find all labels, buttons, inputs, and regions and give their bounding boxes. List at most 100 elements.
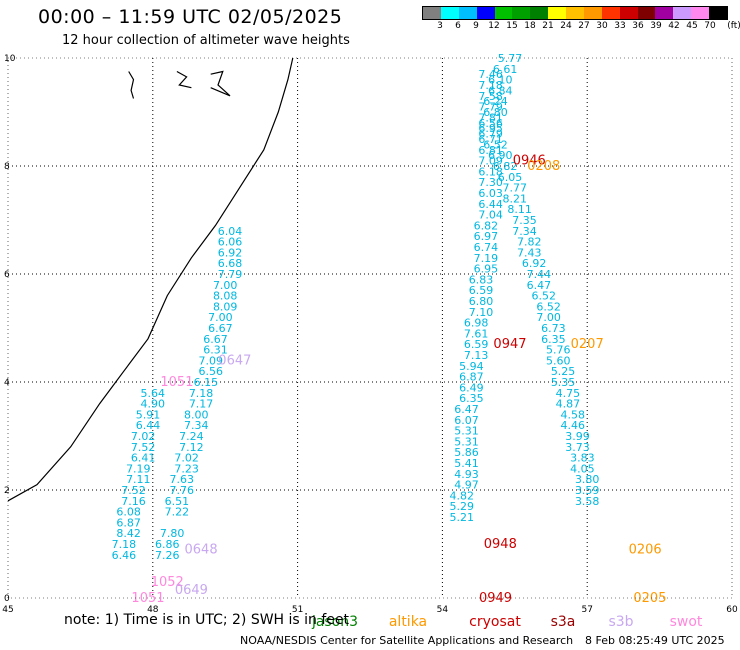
wave-height-value: 6.06 [218, 236, 243, 249]
wave-height-value: 7.61 [464, 327, 489, 340]
wave-height-value: 7.18 [189, 387, 214, 400]
wave-height-value: 7.76 [170, 484, 195, 497]
wave-height-value: 4.75 [556, 387, 581, 400]
wave-height-value: 7.10 [469, 306, 494, 319]
wave-height-value: 8.08 [213, 290, 238, 303]
wave-height-value: 7.79 [218, 268, 243, 281]
wave-height-value: 7.23 [174, 462, 199, 475]
pass-time-label: 0647 [218, 353, 251, 368]
wave-height-value: 7.00 [208, 311, 233, 324]
wave-height-value: 7.58 [478, 90, 503, 103]
wave-height-value: 6.79 [478, 128, 503, 141]
wave-height-value: 7.80 [160, 527, 185, 540]
wave-height-value: 6.80 [469, 295, 494, 308]
wave-height-value: 6.07 [454, 414, 479, 427]
wave-height-value: 7.22 [165, 506, 190, 519]
wave-height-value: 7.04 [478, 209, 503, 222]
y-tick-label: 2 [4, 486, 10, 496]
wave-height-value: 4.87 [556, 398, 581, 411]
wave-height-value: 7.09 [478, 155, 503, 168]
wave-height-value: 6.35 [459, 392, 484, 405]
pass-time-label: 0206 [629, 542, 662, 557]
wave-height-value: 5.77 [498, 52, 523, 65]
coastline [7, 57, 294, 502]
wave-height-value: 6.97 [474, 230, 499, 243]
wave-height-value: 5.31 [454, 435, 479, 448]
wave-height-value: 6.83 [469, 273, 494, 286]
color-scale-label: 3 [437, 21, 443, 31]
page-title: 00:00 – 11:59 UTC 02/05/2025 [38, 6, 343, 28]
wave-height-value: 7.52 [121, 484, 146, 497]
wave-height-value: 7.17 [189, 398, 214, 411]
x-tick-label: 54 [437, 605, 449, 615]
wave-height-value: 7.34 [184, 419, 209, 432]
wave-height-value: 6.98 [464, 317, 489, 330]
wave-height-value: 3.59 [575, 484, 600, 497]
wave-height-value: 6.81 [478, 144, 503, 157]
wave-height-value: 8.42 [116, 527, 141, 540]
wave-height-value: 6.04 [218, 225, 243, 238]
wave-height-value: 6.56 [198, 365, 223, 378]
island-outline [176, 70, 192, 89]
color-scale-swatch [548, 7, 566, 19]
wave-height-value: 6.82 [493, 160, 518, 173]
satellite-legend-altika: altika [389, 614, 427, 630]
wave-height-value: 5.21 [449, 511, 474, 524]
wave-height-value: 7.24 [179, 430, 204, 443]
wave-height-value: 7.30 [478, 176, 503, 189]
y-tick-label: 6 [4, 270, 10, 280]
pass-time-label: 0207 [571, 337, 604, 352]
wave-height-value: 7.81 [478, 111, 503, 124]
color-scale-swatch [619, 7, 638, 19]
color-scale-label: 36 [632, 21, 644, 31]
wave-height-value: 6.67 [203, 333, 228, 346]
wave-height-value: 6.95 [478, 122, 503, 135]
wave-height-value: 7.12 [179, 441, 204, 454]
wave-height-value: 7.77 [503, 182, 528, 195]
wave-height-value: 6.52 [483, 138, 508, 151]
wave-height-value: 7.79 [478, 101, 503, 114]
wave-height-value: 4.97 [454, 479, 479, 492]
wave-height-value: 6.71 [478, 133, 503, 146]
wave-height-value: 6.92 [218, 246, 243, 259]
wave-height-value: 6.51 [165, 495, 190, 508]
wave-height-value: 6.84 [488, 84, 513, 97]
wave-height-value: 6.35 [541, 333, 566, 346]
wave-height-value: 3.99 [565, 430, 590, 443]
wave-height-value: 7.35 [512, 214, 537, 227]
wave-height-value: 7.18 [478, 79, 503, 92]
wave-height-value: 6.31 [203, 344, 228, 357]
wave-height-value: 6.05 [498, 171, 523, 184]
wave-height-value: 6.95 [474, 263, 499, 276]
color-scale-bar [422, 6, 728, 20]
wave-height-value: 5.91 [136, 408, 161, 421]
color-scale-swatch [673, 7, 692, 19]
color-scale-swatch [423, 7, 441, 19]
pass-time-label: 0946 [513, 154, 546, 169]
wave-height-value: 5.86 [454, 446, 479, 459]
wave-height-value: 7.00 [213, 279, 238, 292]
satellite-legend-s3a: s3a [551, 614, 576, 630]
wave-height-value: 7.44 [527, 268, 552, 281]
satellite-legend-s3b: s3b [608, 614, 633, 630]
color-scale-label: 21 [542, 21, 554, 31]
wave-height-value: 6.41 [131, 452, 156, 465]
wave-height-value: 5.94 [459, 360, 484, 373]
color-scale-swatch [512, 7, 531, 19]
wave-height-value: 6.18 [478, 165, 503, 178]
color-scale-label: 24 [560, 21, 572, 31]
wave-height-value: 4.05 [570, 462, 595, 475]
color-scale-label: 42 [668, 21, 680, 31]
y-tick-label: 4 [4, 378, 10, 388]
wave-height-value: 4.58 [560, 408, 585, 421]
wave-height-value: 6.03 [478, 187, 503, 200]
wave-height-value: 7.82 [517, 236, 542, 249]
satellite-legend-jason3: jason3 [311, 614, 358, 630]
color-scale-label: 70 [704, 21, 716, 31]
color-scale-swatch [655, 7, 674, 19]
wave-height-value: 6.47 [454, 403, 479, 416]
page-subtitle: 12 hour collection of altimeter wave hei… [62, 33, 350, 48]
color-scale-label: 15 [506, 21, 518, 31]
wave-height-value: 7.09 [198, 354, 223, 367]
